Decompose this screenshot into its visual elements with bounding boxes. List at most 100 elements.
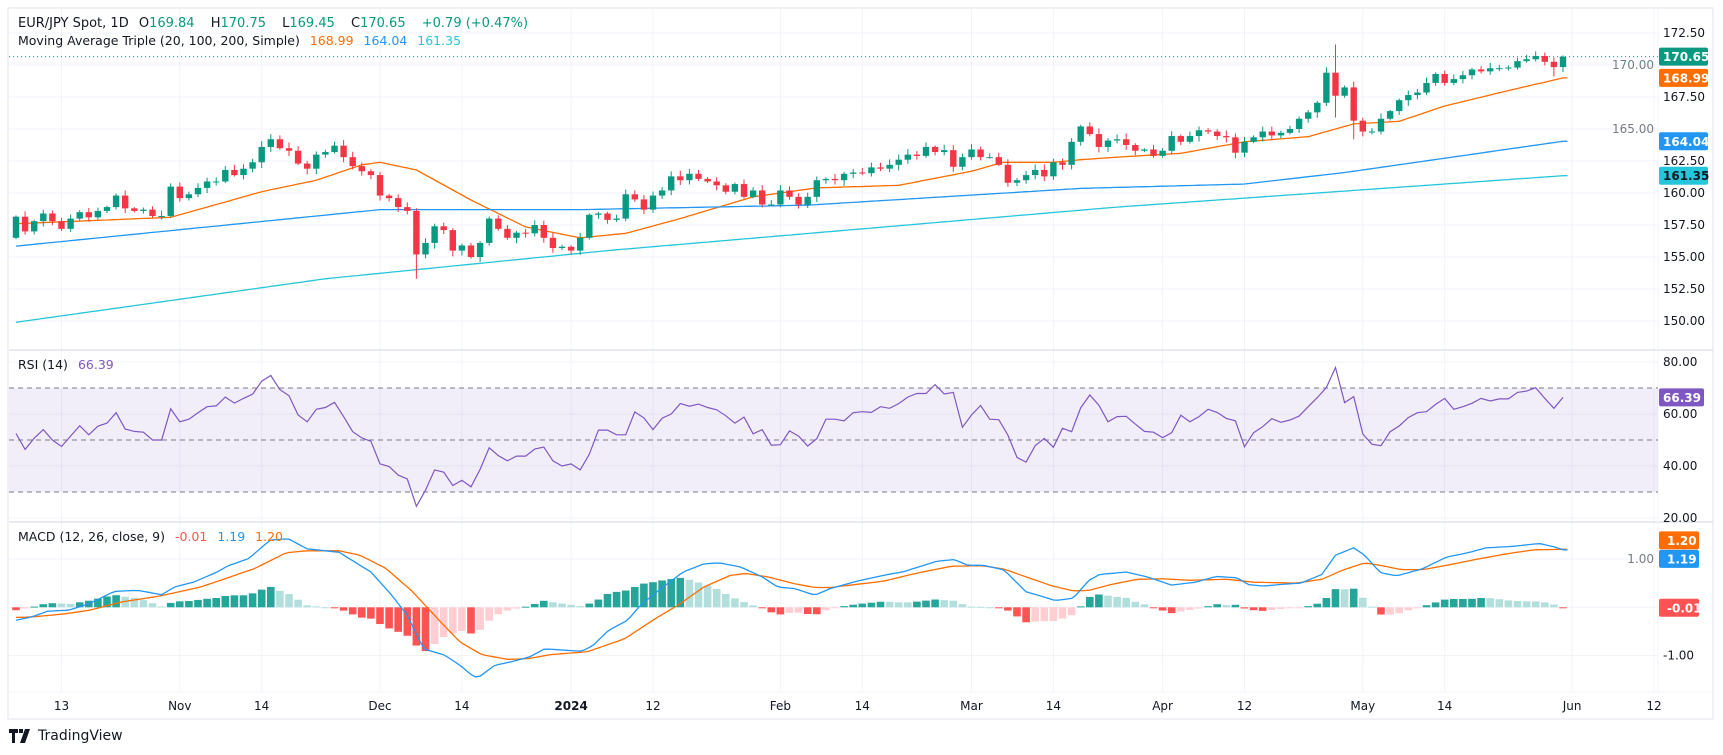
candle[interactable] xyxy=(12,215,20,240)
candle[interactable] xyxy=(276,135,284,150)
candle[interactable] xyxy=(1396,98,1403,115)
candle[interactable] xyxy=(649,191,657,213)
candle[interactable] xyxy=(1496,64,1503,72)
candle[interactable] xyxy=(367,168,375,180)
candle[interactable] xyxy=(1041,164,1048,182)
candle[interactable] xyxy=(231,164,238,177)
candle[interactable] xyxy=(777,185,784,208)
candle[interactable] xyxy=(713,177,720,191)
candle[interactable] xyxy=(522,229,529,238)
candle[interactable] xyxy=(476,241,484,262)
candle[interactable] xyxy=(1104,138,1112,153)
candle[interactable] xyxy=(513,230,520,244)
candle[interactable] xyxy=(340,139,347,163)
candle[interactable] xyxy=(1405,90,1412,106)
candle[interactable] xyxy=(986,153,993,159)
candle[interactable] xyxy=(285,142,293,157)
candle[interactable] xyxy=(850,168,857,179)
candle[interactable] xyxy=(813,176,820,203)
candle[interactable] xyxy=(695,169,702,181)
candle[interactable] xyxy=(1204,128,1212,135)
candle[interactable] xyxy=(1305,110,1312,123)
candle[interactable] xyxy=(1013,177,1021,187)
candle[interactable] xyxy=(449,228,456,257)
candle[interactable] xyxy=(67,214,74,232)
candle[interactable] xyxy=(586,213,593,240)
candle[interactable] xyxy=(131,207,138,213)
candle[interactable] xyxy=(112,193,120,210)
candle[interactable] xyxy=(213,177,220,186)
candle[interactable] xyxy=(167,183,174,218)
candle[interactable] xyxy=(722,183,729,195)
candle[interactable] xyxy=(895,154,902,171)
candle[interactable] xyxy=(1468,67,1476,80)
candle[interactable] xyxy=(258,141,265,169)
candle[interactable] xyxy=(103,205,111,214)
candle[interactable] xyxy=(21,211,29,235)
candle[interactable] xyxy=(1232,133,1239,159)
candle[interactable] xyxy=(558,244,566,251)
candle[interactable] xyxy=(968,144,975,160)
candle[interactable] xyxy=(1295,116,1303,133)
tradingview-logo[interactable]: TradingView xyxy=(9,728,123,744)
ma-legend[interactable]: Moving Average Triple (20, 100, 200, Sim… xyxy=(18,33,467,48)
candle[interactable] xyxy=(322,149,329,158)
candle[interactable] xyxy=(577,232,584,255)
candle[interactable] xyxy=(1113,134,1121,144)
candle[interactable] xyxy=(76,210,83,221)
candle[interactable] xyxy=(831,173,839,185)
candle[interactable] xyxy=(786,186,793,200)
candle[interactable] xyxy=(1150,144,1157,158)
candle[interactable] xyxy=(1477,66,1485,74)
candle[interactable] xyxy=(931,145,939,156)
candle[interactable] xyxy=(203,177,211,194)
candle[interactable] xyxy=(686,168,693,185)
candle[interactable] xyxy=(1123,133,1130,150)
candle[interactable] xyxy=(640,195,648,215)
candle[interactable] xyxy=(422,238,429,259)
candle[interactable] xyxy=(140,207,147,214)
candle[interactable] xyxy=(995,152,1002,167)
candle[interactable] xyxy=(349,151,356,170)
candle[interactable] xyxy=(704,176,711,184)
candle[interactable] xyxy=(1177,134,1184,146)
candle[interactable] xyxy=(1059,158,1066,170)
candle[interactable] xyxy=(1277,130,1285,139)
candle[interactable] xyxy=(222,166,229,184)
candle[interactable] xyxy=(85,207,92,222)
candle[interactable] xyxy=(1214,129,1221,140)
candle[interactable] xyxy=(595,211,602,219)
candle[interactable] xyxy=(1095,128,1103,153)
candle[interactable] xyxy=(613,214,620,222)
candle[interactable] xyxy=(904,149,911,164)
candle[interactable] xyxy=(604,211,611,224)
candle[interactable] xyxy=(240,164,247,180)
candle[interactable] xyxy=(385,193,393,202)
candle[interactable] xyxy=(1223,130,1230,143)
candle[interactable] xyxy=(1414,88,1421,100)
candle[interactable] xyxy=(1132,143,1139,156)
candle[interactable] xyxy=(176,182,183,202)
candle[interactable] xyxy=(868,162,875,177)
candle[interactable] xyxy=(49,210,56,226)
candle[interactable] xyxy=(440,222,447,235)
candle[interactable] xyxy=(431,223,438,249)
rsi-legend[interactable]: RSI (14) 66.39 xyxy=(18,357,120,372)
candle[interactable] xyxy=(58,217,65,231)
candle[interactable] xyxy=(1487,62,1494,75)
candle[interactable] xyxy=(313,151,320,175)
candle[interactable] xyxy=(404,202,411,215)
candle[interactable] xyxy=(294,146,302,166)
candle[interactable] xyxy=(622,189,629,222)
candle[interactable] xyxy=(1550,57,1558,77)
candle[interactable] xyxy=(1259,126,1266,142)
candle[interactable] xyxy=(668,171,675,196)
candle[interactable] xyxy=(922,142,930,158)
candle[interactable] xyxy=(1341,85,1348,98)
candle[interactable] xyxy=(795,193,802,209)
candle[interactable] xyxy=(358,162,365,176)
candle[interactable] xyxy=(1314,100,1321,118)
candle[interactable] xyxy=(458,243,466,256)
candle[interactable] xyxy=(1505,65,1512,71)
candle[interactable] xyxy=(1332,44,1339,118)
